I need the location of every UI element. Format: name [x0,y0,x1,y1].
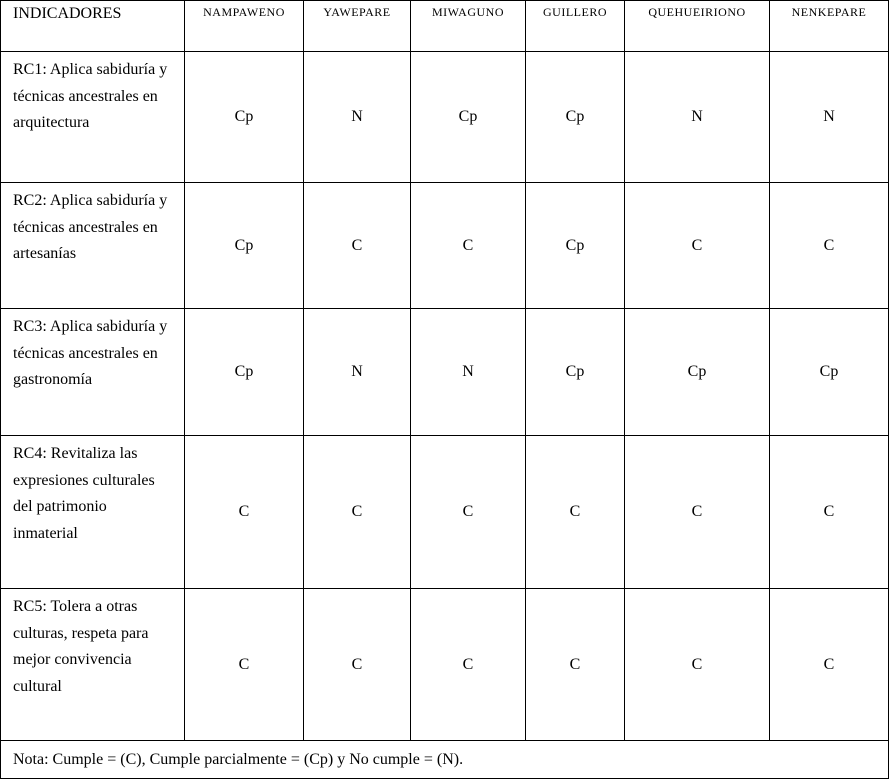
rating-cell: Cp [410,51,526,183]
indicator-cell: RC4: Revitaliza las expresiones cultural… [0,435,185,589]
indicator-cell: RC2: Aplica sabiduría y técnicas ancestr… [0,182,185,309]
column-header: NAMPAWENO [184,0,304,52]
table-row: RC4: Revitaliza las expresiones cultural… [0,435,889,589]
column-header: QUEHUEIRIONO [624,0,770,52]
rating-cell: Cp [525,51,625,183]
rating-cell: C [624,588,770,741]
header-row: INDICADORES NAMPAWENO YAWEPARE MIWAGUNO GUIL… [0,0,889,52]
table-body: RC1: Aplica sabiduría y técnicas ancestr… [0,51,889,779]
rating-cell: Cp [769,308,889,436]
rating-cell: N [769,51,889,183]
rating-cell: C [410,182,526,309]
indicator-header: INDICADORES [0,0,185,52]
table-row: RC5: Tolera a otras culturas, respeta pa… [0,588,889,741]
rating-cell: C [410,588,526,741]
rating-cell: Cp [184,182,304,309]
rating-cell: C [624,182,770,309]
column-header: YAWEPARE [303,0,411,52]
rating-cell: N [624,51,770,183]
note: Nota: Cumple = (C), Cumple parcialmente … [0,740,889,779]
table-row: RC3: Aplica sabiduría y técnicas ancestr… [0,308,889,436]
rating-cell: C [184,435,304,589]
table-row: RC1: Aplica sabiduría y técnicas ancestr… [0,51,889,183]
rating-cell: C [624,435,770,589]
rating-cell: C [303,182,411,309]
rating-cell: Cp [184,308,304,436]
rating-cell: C [303,435,411,589]
rating-cell: Cp [525,308,625,436]
indicator-cell: RC5: Tolera a otras culturas, respeta pa… [0,588,185,741]
note-row: Nota: Cumple = (C), Cumple parcialmente … [0,740,889,779]
rating-cell: C [303,588,411,741]
indicator-cell: RC3: Aplica sabiduría y técnicas ancestr… [0,308,185,436]
rating-cell: C [769,435,889,589]
table-row: RC2: Aplica sabiduría y técnicas ancestr… [0,182,889,309]
rating-cell: Cp [624,308,770,436]
rating-cell: C [769,588,889,741]
column-header: NENKEPARE [769,0,889,52]
rating-cell: Cp [184,51,304,183]
indicator-cell: RC1: Aplica sabiduría y técnicas ancestr… [0,51,185,183]
rating-cell: N [410,308,526,436]
rating-cell: C [525,435,625,589]
rating-cell: C [184,588,304,741]
rating-cell: N [303,308,411,436]
column-header: MIWAGUNO [410,0,526,52]
rating-cell: Cp [525,182,625,309]
rating-cell: C [525,588,625,741]
rating-cell: C [769,182,889,309]
column-header: GUILLERO [525,0,625,52]
rating-cell: N [303,51,411,183]
rating-cell: C [410,435,526,589]
